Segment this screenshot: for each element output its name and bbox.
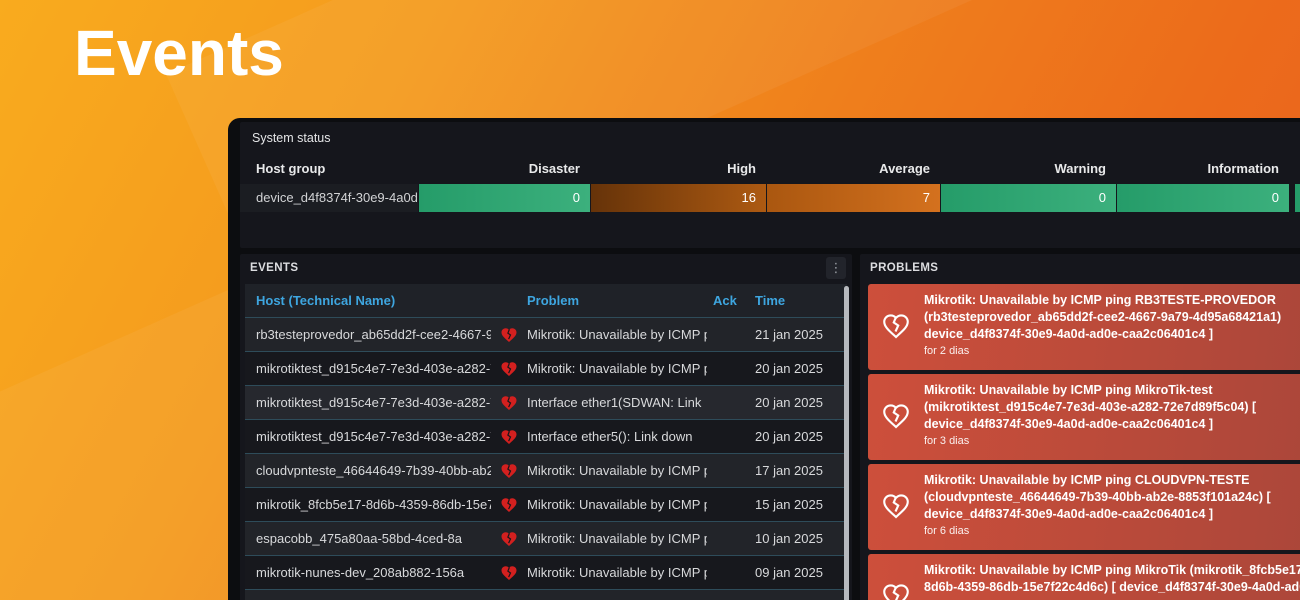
broken-heart-icon [491,496,527,514]
events-table: Host (Technical Name) Problem Ack Time r… [240,284,852,600]
information-count-cell[interactable]: 0 [1117,184,1289,212]
event-row[interactable]: mikrotiktest_d915c4e7-7e3d-403e-a282-72e… [245,419,847,453]
problem-text: Mikrotik: Unavailable by ICMP ping Mikro… [924,563,1300,577]
broken-heart-outline-icon [881,581,911,600]
event-host: mikrotik-nunes-dev_208ab882-156a [256,565,465,580]
problem-text: Mikrotik: Unavailable by ICMP ping Mikro… [924,383,1213,397]
event-host: mikrotiktest_d915c4e7-7e3d-403e-a282-72e… [256,429,491,444]
problem-text: (rb3testeprovedor_ab65dd2f-cee2-4667-9a7… [924,310,1282,324]
event-host: mikrotik_8fcb5e17-8d6b-4359-86db-15e7f22… [256,497,491,512]
events-table-header: Host (Technical Name) Problem Ack Time [245,284,847,317]
problem-text: device_d4f8374f-30e9-4a0d-ad0e-caa2c0640… [924,327,1214,341]
column-header-problem[interactable]: Problem [527,293,580,308]
problem-duration: for 2 dias [924,345,970,357]
event-time: 20 jan 2025 [755,395,823,410]
event-time: 15 jan 2025 [755,497,823,512]
column-header-high[interactable]: High [727,160,756,176]
host-group-cell[interactable]: device_d4f8374f-30e9-4a0d-ad0e-caa2c0640… [240,184,418,212]
panel-menu-icon[interactable]: ⋮ [826,257,846,279]
event-row[interactable]: rb3testeprovedor_ab65dd2f-cee2-4667-9a79… [245,317,847,351]
event-time: 21 jan 2025 [755,327,823,342]
problem-text: (cloudvpnteste_46644649-7b39-40bb-ab2e-8… [924,490,1271,504]
broken-heart-outline-icon [881,491,911,526]
panel-problems: PROBLEMS Mikrotik: Unavailable by ICMP p… [860,254,1300,600]
problem-duration: for 6 dias [924,525,970,537]
event-problem: Mikrotik: Unavailable by ICMP ping [527,327,707,342]
broken-heart-icon [491,394,527,412]
event-time: 10 jan 2025 [755,531,823,546]
column-header-host-group[interactable]: Host group [256,160,326,176]
event-problem: Mikrotik: Unavailable by ICMP ping [527,497,707,512]
problem-text: Mikrotik: Unavailable by ICMP ping CLOUD… [924,473,1250,487]
events-title: EVENTS [250,262,299,274]
event-row[interactable]: espacobb_475a80aa-58bd-4ced-8a Mikrotik:… [245,521,847,555]
broken-heart-outline-icon [881,401,911,436]
event-row[interactable]: cloudvpnteste_46644649-7b39-40bb-ab2e-88… [245,453,847,487]
problem-card[interactable]: Mikrotik: Unavailable by ICMP ping Mikro… [868,374,1300,460]
event-problem: Interface ether5(): Link down [527,429,693,444]
broken-heart-icon [491,326,527,344]
broken-heart-icon [491,360,527,378]
system-status-title: System status [252,131,331,145]
problem-text: device_d4f8374f-30e9-4a0d-ad0e-caa2c0640… [924,507,1214,521]
column-header-ack[interactable]: Ack [713,293,737,308]
broken-heart-icon [491,530,527,548]
event-host: cloudvpnteste_46644649-7b39-40bb-ab2e-88… [256,463,491,478]
event-host: mikrotiktest_d915c4e7-7e3d-403e-a282-72e… [256,395,491,410]
event-time: 17 jan 2025 [755,463,823,478]
event-problem: Mikrotik: Unavailable by ICMP ping [527,531,707,546]
page-title: Events [74,17,284,89]
average-count-cell[interactable]: 7 [767,184,940,212]
problem-text: 8d6b-4359-86db-15e7f22c4d6c) [ device_d4… [924,580,1300,594]
problem-card[interactable]: Mikrotik: Unavailable by ICMP ping CLOUD… [868,464,1300,550]
problem-card[interactable]: Mikrotik: Unavailable by ICMP ping Mikro… [868,554,1300,600]
event-time: 20 jan 2025 [755,361,823,376]
panel-system-status: System status Host group Disaster High A… [240,122,1300,248]
column-header-time[interactable]: Time [755,293,786,308]
column-header-average[interactable]: Average [879,160,930,176]
column-header-disaster[interactable]: Disaster [528,160,580,176]
event-problem: Interface ether1(SDWAN: Link [527,395,702,410]
event-problem: Mikrotik: Unavailable by ICMP ping [527,565,707,580]
problem-text: device_d4f8374f-30e9-4a0d-ad0e-caa2c0640… [924,417,1214,431]
problems-card-list: Mikrotik: Unavailable by ICMP ping RB3TE… [860,284,1300,600]
panel-events: EVENTS ⋮ Host (Technical Name) Problem A… [240,254,852,600]
problem-text: Mikrotik: Unavailable by ICMP ping RB3TE… [924,293,1276,307]
event-host: rb3testeprovedor_ab65dd2f-cee2-4667-9a79… [256,327,491,342]
column-header-warning[interactable]: Warning [1054,160,1106,176]
event-row[interactable] [245,589,847,600]
column-header-information[interactable]: Information [1207,160,1280,176]
event-problem: Mikrotik: Unavailable by ICMP ping [527,463,707,478]
warning-count-cell[interactable]: 0 [941,184,1116,212]
broken-heart-outline-icon [881,311,911,346]
event-row[interactable]: mikrotiktest_d915c4e7-7e3d-403e-a282-72e… [245,351,847,385]
problem-card[interactable]: Mikrotik: Unavailable by ICMP ping RB3TE… [868,284,1300,370]
events-scrollbar[interactable] [844,286,849,600]
event-host: mikrotiktest_d915c4e7-7e3d-403e-a282-72e… [256,361,491,376]
broken-heart-icon [491,428,527,446]
broken-heart-icon [491,462,527,480]
event-time: 09 jan 2025 [755,565,823,580]
disaster-count-cell[interactable]: 0 [419,184,590,212]
events-panel-header: EVENTS ⋮ [240,254,852,284]
event-row[interactable]: mikrotik_8fcb5e17-8d6b-4359-86db-15e7f22… [245,487,847,521]
dashboard-sheet: System status Host group Disaster High A… [228,118,1300,600]
problem-duration: for 3 dias [924,435,970,447]
problems-title: PROBLEMS [870,262,939,274]
severity-cell-extra [1295,184,1300,212]
high-count-cell[interactable]: 16 [591,184,766,212]
event-row[interactable]: mikrotiktest_d915c4e7-7e3d-403e-a282-72e… [245,385,847,419]
event-time: 20 jan 2025 [755,429,823,444]
status-table-row: device_d4f8374f-30e9-4a0d-ad0e-caa2c0640… [240,184,1300,212]
event-problem: Mikrotik: Unavailable by ICMP ping [527,361,707,376]
status-table-header: Host group Disaster High Average Warning… [240,154,1300,182]
event-row[interactable]: mikrotik-nunes-dev_208ab882-156a Mikroti… [245,555,847,589]
event-host: espacobb_475a80aa-58bd-4ced-8a [256,531,463,546]
broken-heart-icon [491,564,527,582]
problem-text: (mikrotiktest_d915c4e7-7e3d-403e-a282-72… [924,400,1257,414]
column-header-host[interactable]: Host (Technical Name) [256,293,396,308]
